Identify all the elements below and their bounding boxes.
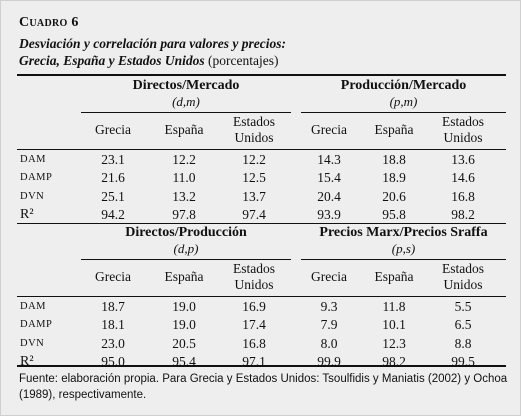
table-cell: 23.1 [101,152,125,167]
table-cell: 20.6 [382,188,406,204]
table-cell: 16.8 [242,335,266,351]
table-cell: 21.6 [101,170,125,186]
header-rule [17,149,506,150]
table-cell: 15.4 [317,170,341,186]
table-source-note: Fuente: elaboración propia. Para Grecia … [19,373,508,401]
table-cell: 20.5 [172,335,196,351]
table-cell: 99.9 [317,353,341,369]
table-units: (porcentajes) [208,53,279,68]
table-subtitle: Grecia, España y Estados Unidos (porcent… [19,53,279,69]
table-cell: 13.7 [242,188,266,204]
group-subscript: (p,m) [389,94,418,109]
table-cell: 9.3 [320,299,338,314]
table-cell: 18.1 [101,317,125,333]
table-cell: 12.2 [172,152,196,167]
table-cell: 11.0 [172,170,196,186]
table-title: Desviación y correlación para valores y … [19,36,286,51]
row-label: DAM [20,154,47,165]
column-header: Estados Unidos [442,261,484,292]
column-header: Grecia [95,122,131,137]
table-cell: 5.5 [454,299,472,314]
table-cell: 95.4 [172,353,196,369]
column-header: España [374,122,414,137]
group-title: Directos/Mercado [132,78,240,93]
group-rule [81,259,291,260]
group-title: Precios Marx/Precios Sraffa [319,225,488,240]
row-label: R² [20,206,34,222]
table-cell: 18.7 [101,299,125,314]
table-cell: 16.8 [451,188,475,204]
table-cell: 12.2 [242,152,266,167]
header-rule [17,296,506,297]
table-cell: 12.5 [242,170,266,186]
table-cell: 97.4 [242,206,266,222]
column-header: España [374,269,414,284]
top-rule [17,74,506,76]
row-label: R² [20,353,34,369]
row-label: DAMP [20,172,53,184]
table-cell: 99.5 [451,353,475,369]
table-cell: 18.8 [382,152,406,167]
column-header: Grecia [311,122,347,137]
table-cell: 17.4 [242,317,266,333]
table-cell: 6.5 [454,317,472,333]
table-cell: 97.1 [242,353,266,369]
table-cell: 93.9 [317,206,341,222]
table-cell: 19.0 [172,317,196,333]
table-cell: 18.9 [382,170,406,186]
column-header: España [164,269,204,284]
table-cell: 98.2 [382,353,406,369]
table-cell: 95.0 [101,353,125,369]
row-label: DAM [20,301,47,312]
table-number: Cuadro 6 [19,15,79,30]
row-label: DVN [20,337,45,349]
group-title: Directos/Producción [125,225,247,240]
group-title: Producción/Mercado [340,78,467,93]
bottom-rule [17,365,506,367]
table-cell: 13.6 [451,152,475,167]
table-cell: 94.2 [101,206,125,222]
column-header: Estados Unidos [233,261,275,292]
table-cell: 8.8 [454,335,472,351]
row-label: DVN [20,190,45,202]
table-cell: 95.8 [382,206,406,222]
table-subtitle-text: Grecia, España y Estados Unidos [19,53,205,68]
table-cell: 11.8 [382,299,406,314]
group-subscript: (d,p) [173,241,199,256]
column-header: Estados Unidos [233,114,275,145]
table-cell: 16.9 [242,299,266,314]
column-header: Grecia [95,269,131,284]
table-cell: 25.1 [101,188,125,204]
table-cell: 98.2 [451,206,475,222]
group-subscript: (p,s) [391,241,416,256]
row-label: DAMP [20,319,53,331]
table-cell: 10.1 [382,317,406,333]
table-cell: 14.6 [451,170,475,186]
table-cell: 7.9 [320,317,338,333]
group-rule [301,112,506,113]
column-header: Grecia [311,269,347,284]
table-cell: 8.0 [320,335,338,351]
panel-divider-rule [17,223,506,224]
table-cell: 20.4 [317,188,341,204]
table-cell: 19.0 [172,299,196,314]
table-cell: 12.3 [382,335,406,351]
table-cell: 13.2 [172,188,196,204]
group-subscript: (d,m) [172,94,200,109]
column-header: Estados Unidos [442,114,484,145]
table-cell: 14.3 [317,152,341,167]
column-header: España [164,122,204,137]
table-cell: 97.8 [172,206,196,222]
table-cell: 23.0 [101,335,125,351]
group-rule [301,259,506,260]
group-rule [81,112,291,113]
